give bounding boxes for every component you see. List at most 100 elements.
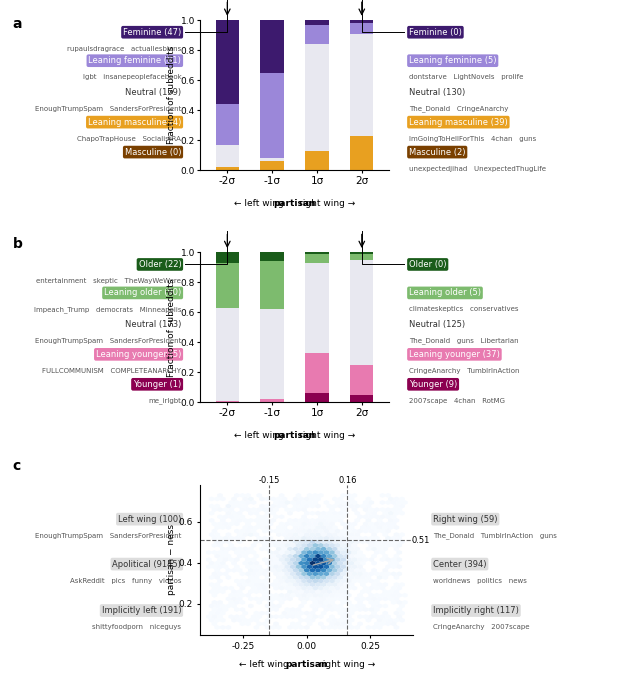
Text: unexpectedjihad   UnexpectedThugLife: unexpectedjihad UnexpectedThugLife bbox=[409, 165, 546, 171]
Text: ← left wing: ← left wing bbox=[239, 660, 289, 669]
Text: b: b bbox=[13, 237, 22, 251]
Bar bbox=[350, 20, 374, 23]
Text: ImGoingToHellForThis   4chan   guns: ImGoingToHellForThis 4chan guns bbox=[409, 136, 536, 142]
Bar bbox=[216, 144, 239, 167]
Text: The_Donald   CringeAnarchy: The_Donald CringeAnarchy bbox=[409, 105, 508, 112]
Text: partisan: partisan bbox=[273, 431, 316, 439]
Text: Masculine (2): Masculine (2) bbox=[409, 148, 465, 157]
Bar bbox=[216, 263, 239, 308]
Bar bbox=[350, 395, 374, 402]
Text: Implicitly left (191): Implicitly left (191) bbox=[102, 606, 181, 615]
Bar bbox=[216, 308, 239, 401]
Text: Implicitly right (117): Implicitly right (117) bbox=[433, 606, 519, 615]
Text: Feminine (47): Feminine (47) bbox=[123, 28, 181, 36]
Text: dontstarve   LightNovels   prolife: dontstarve LightNovels prolife bbox=[409, 74, 524, 80]
Bar bbox=[216, 104, 239, 144]
Bar bbox=[305, 254, 328, 263]
Text: The_Donald   TumblrInAction   guns: The_Donald TumblrInAction guns bbox=[433, 533, 557, 539]
Text: Leaning masculine (39): Leaning masculine (39) bbox=[409, 117, 508, 127]
Bar bbox=[305, 45, 328, 151]
Text: right wing →: right wing → bbox=[319, 660, 375, 669]
Text: The_Donald   guns   Libertarian: The_Donald guns Libertarian bbox=[409, 338, 518, 344]
Bar bbox=[216, 20, 239, 104]
Bar bbox=[260, 309, 284, 400]
Text: Older (22): Older (22) bbox=[138, 260, 181, 269]
Text: ChapoTrapHouse   SocialistRA: ChapoTrapHouse SocialistRA bbox=[77, 136, 181, 142]
Text: shittyfoodporn   niceguys: shittyfoodporn niceguys bbox=[92, 624, 181, 630]
Bar bbox=[350, 252, 374, 254]
Bar bbox=[260, 20, 284, 73]
Bar bbox=[216, 167, 239, 170]
Text: 0.16: 0.16 bbox=[338, 476, 356, 485]
Bar bbox=[260, 161, 284, 170]
Text: ← left wing: ← left wing bbox=[234, 431, 284, 439]
Text: right wing →: right wing → bbox=[298, 431, 355, 439]
Bar bbox=[260, 261, 284, 309]
Bar bbox=[350, 364, 374, 395]
Text: Right wing (59): Right wing (59) bbox=[433, 514, 497, 524]
Bar bbox=[305, 252, 328, 254]
Y-axis label: Fraction of subreddits: Fraction of subreddits bbox=[167, 278, 176, 377]
Text: Feminine (0): Feminine (0) bbox=[409, 28, 462, 36]
Text: worldnews   politics   news: worldnews politics news bbox=[433, 578, 527, 584]
Bar bbox=[350, 23, 374, 34]
Text: Younger (9): Younger (9) bbox=[409, 380, 457, 389]
Text: EnoughTrumpSpam   SandersForPresident: EnoughTrumpSpam SandersForPresident bbox=[35, 533, 181, 539]
Bar bbox=[305, 353, 328, 394]
Bar bbox=[305, 151, 328, 170]
Bar bbox=[350, 260, 374, 364]
Bar bbox=[260, 400, 284, 402]
Bar bbox=[305, 394, 328, 402]
Bar bbox=[216, 401, 239, 402]
Text: Leaning older (5): Leaning older (5) bbox=[409, 288, 481, 298]
Text: climateskeptics   conservatives: climateskeptics conservatives bbox=[409, 306, 518, 313]
Text: Older (0): Older (0) bbox=[409, 260, 447, 269]
Text: entertainment   skeptic   TheWayWeWere: entertainment skeptic TheWayWeWere bbox=[36, 278, 181, 284]
Text: EnoughTrumpSpam   SandersForPresident: EnoughTrumpSpam SandersForPresident bbox=[35, 106, 181, 111]
Text: Neutral (125): Neutral (125) bbox=[409, 320, 465, 329]
Bar bbox=[260, 73, 284, 158]
Text: Center (394): Center (394) bbox=[433, 560, 486, 568]
Text: Leaning masculine (4): Leaning masculine (4) bbox=[88, 117, 181, 127]
Text: EnoughTrumpSpam   SandersForPresident: EnoughTrumpSpam SandersForPresident bbox=[35, 338, 181, 344]
Text: Leaning feminine (81): Leaning feminine (81) bbox=[88, 56, 181, 65]
Text: Leaning older (90): Leaning older (90) bbox=[104, 288, 181, 298]
Text: me_irlgbt: me_irlgbt bbox=[148, 398, 181, 404]
Bar bbox=[305, 263, 328, 353]
Text: c: c bbox=[13, 459, 21, 473]
Text: CringeAnarchy   2007scape: CringeAnarchy 2007scape bbox=[433, 624, 529, 630]
Text: CringeAnarchy   TumblrInAction: CringeAnarchy TumblrInAction bbox=[409, 368, 520, 374]
Text: -0.15: -0.15 bbox=[258, 476, 280, 485]
Text: AskReddit   pics   funny   videos: AskReddit pics funny videos bbox=[70, 578, 181, 584]
Text: Leaning younger (37): Leaning younger (37) bbox=[409, 350, 500, 359]
Text: Leaning younger (5): Leaning younger (5) bbox=[96, 350, 181, 359]
Bar bbox=[350, 136, 374, 170]
Bar bbox=[305, 25, 328, 45]
Text: Younger (1): Younger (1) bbox=[133, 380, 181, 389]
Bar bbox=[260, 252, 284, 261]
Bar bbox=[216, 252, 239, 263]
Text: 0.51: 0.51 bbox=[412, 535, 430, 545]
Text: right wing →: right wing → bbox=[298, 198, 355, 207]
Text: lgbt   insanepeoplefacebook: lgbt insanepeoplefacebook bbox=[83, 74, 181, 80]
Y-axis label: Fraction of subreddits: Fraction of subreddits bbox=[167, 46, 176, 144]
Text: rupaulsdragrace   actuallesbians: rupaulsdragrace actuallesbians bbox=[67, 46, 181, 52]
Text: Impeach_Trump   democrats   Minneapolis: Impeach_Trump democrats Minneapolis bbox=[34, 306, 181, 313]
Text: partisan: partisan bbox=[285, 660, 328, 669]
Text: ← left wing: ← left wing bbox=[234, 198, 284, 207]
Text: a: a bbox=[13, 17, 22, 31]
Text: partisan: partisan bbox=[273, 198, 316, 207]
Text: Left wing (100): Left wing (100) bbox=[118, 514, 181, 524]
Bar bbox=[350, 254, 374, 260]
Bar bbox=[350, 34, 374, 136]
Bar bbox=[305, 20, 328, 25]
Text: Neutral (159): Neutral (159) bbox=[125, 88, 181, 97]
Bar bbox=[260, 158, 284, 161]
Text: 2007scape   4chan   RotMG: 2007scape 4chan RotMG bbox=[409, 398, 505, 404]
Y-axis label: partisan − ness: partisan − ness bbox=[166, 524, 175, 595]
Text: FULLCOMMUNISM   COMPLETEANARCHY: FULLCOMMUNISM COMPLETEANARCHY bbox=[42, 368, 181, 374]
Text: Masculine (0): Masculine (0) bbox=[125, 148, 181, 157]
Text: Neutral (173): Neutral (173) bbox=[125, 320, 181, 329]
Text: Neutral (130): Neutral (130) bbox=[409, 88, 465, 97]
Text: Apolitical (9145): Apolitical (9145) bbox=[113, 560, 181, 568]
